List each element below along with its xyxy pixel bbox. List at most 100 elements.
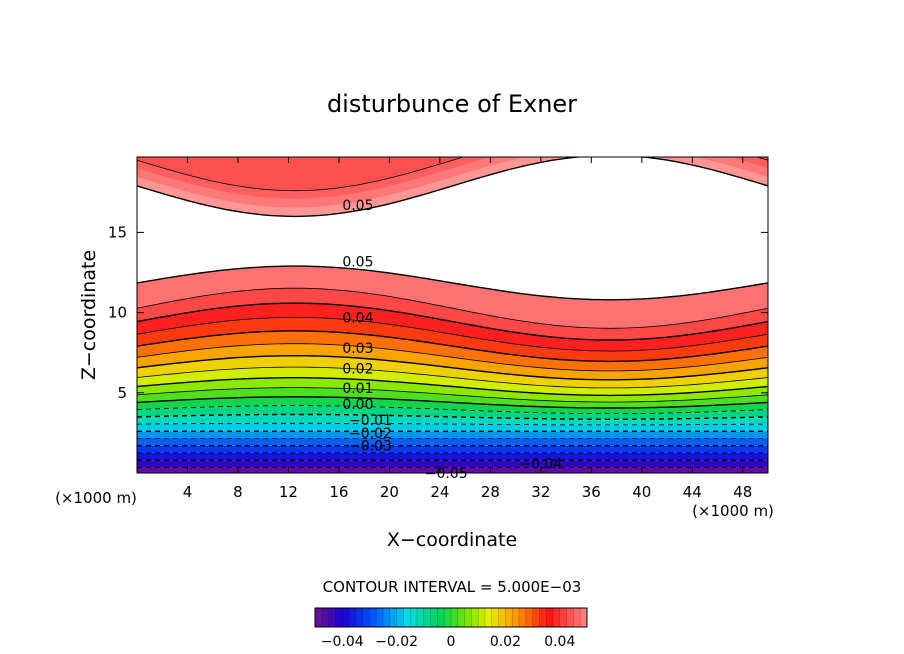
colorbar-swatch [566,608,574,627]
contour-label: −0.03 [349,439,392,455]
contour-label: −0.01 [349,413,392,429]
colorbar-swatch [335,608,343,627]
x-tick-label: 8 [233,483,243,501]
colorbar-tick-label: −0.04 [321,634,364,650]
contour-band [137,423,768,432]
y-tick-label: 5 [117,384,127,402]
colorbar-swatch [451,608,459,627]
colorbar-tick-label: 0.04 [544,634,575,650]
contour-label: 0.05 [342,254,373,270]
x-tick-label: 40 [632,483,651,501]
colorbar-swatch [471,608,479,627]
contour-band [137,288,768,340]
colorbar-swatch [519,608,527,627]
colorbar-swatch [553,608,561,627]
colorbar-swatch [349,608,357,627]
colorbar [314,607,588,628]
colorbar-swatch [396,608,404,627]
x-tick-label: 48 [733,483,752,501]
contour-line [137,405,768,414]
contour-band [137,438,768,446]
contour-band [137,431,768,439]
colorbar-swatch [539,608,547,627]
contour-line [137,387,768,403]
colorbar-swatch [478,608,486,627]
contour-line [137,354,768,381]
contour-band [137,303,768,352]
contour-interval-label: CONTOUR INTERVAL = 5.000E−03 [323,578,582,596]
contour-line [137,422,768,426]
colorbar-swatch [389,608,397,627]
colorbar-swatch [437,608,445,627]
contour-label: 0.01 [342,381,373,397]
contour-label: 0.04 [342,310,373,326]
colorbar-swatch [362,608,370,627]
contour-band [137,330,768,371]
colorbar-swatch [491,608,499,627]
contour-band [137,414,768,425]
contour-band [137,396,768,414]
x-tick-label: 32 [531,483,550,501]
contour-line [137,157,768,192]
x-tick-label: 4 [183,483,193,501]
contour-band [137,343,768,380]
colorbar-swatch [376,608,384,627]
upper-contour-band [137,157,768,190]
colorbar-tick-label: −0.02 [375,634,418,650]
contour-label: −0.02 [349,426,392,442]
contour-band [137,445,768,453]
contour-label: 0.02 [342,362,373,378]
contour-line [137,413,768,420]
contour-band [137,467,768,473]
colorbar-swatch [315,608,323,627]
colorbar-swatch [369,608,377,627]
contour-line [137,302,768,341]
colorbar-swatch [342,608,350,627]
contour-line [137,287,768,329]
colorbar-swatch [498,608,506,627]
y-unit-label: (×1000 m) [55,489,137,507]
colorbar-swatch [573,608,581,627]
contour-line [137,317,768,352]
x-tick-label: 28 [481,483,500,501]
x-axis: 4 8 12 16 20 24 28 32 36 40 44 48 [183,157,752,501]
contour-line [137,265,768,301]
colorbar-swatch [559,608,567,627]
contour-band [137,387,768,408]
contour-line [137,343,768,372]
contour-line [137,377,768,397]
contour-labels: 0.050.050.040.030.020.010.00−0.01−0.02−0… [342,198,562,482]
contour-line [137,330,768,363]
x-tick-label: 12 [279,483,298,501]
contour-band [137,460,768,468]
x-tick-label: 24 [430,483,449,501]
contour-label: 0.05 [342,198,373,214]
plot-frame [136,156,769,474]
contour-band [137,405,768,420]
colorbar-swatch [328,608,336,627]
chart-title: disturbunce of Exner [327,90,577,118]
colorbar-swatch [444,608,452,627]
contour-band [137,452,768,461]
y-tick-label: 10 [108,304,127,322]
contour-line [137,366,768,389]
colorbar-frame [314,607,588,628]
contour-label: −0.04 [519,456,562,472]
contour-band [137,266,768,329]
y-axis-label: Z−coordinate [78,250,100,380]
contour-band [137,317,768,362]
x-tick-label: 36 [582,483,601,501]
contour-line [137,157,768,218]
contour-label: −0.05 [425,466,468,482]
colorbar-swatch [417,608,425,627]
contour-label: 0.00 [342,397,373,413]
x-unit-label: (×1000 m) [692,502,774,520]
y-tick-label: 15 [108,223,127,241]
x-tick-label: 16 [329,483,348,501]
colorbar-swatch [505,608,513,627]
x-tick-label: 20 [380,483,399,501]
colorbar-swatch [546,608,554,627]
colorbar-tick-label: 0.02 [490,634,521,650]
colorbar-tick-labels: −0.04 −0.02 0 0.02 0.04 [321,634,576,650]
